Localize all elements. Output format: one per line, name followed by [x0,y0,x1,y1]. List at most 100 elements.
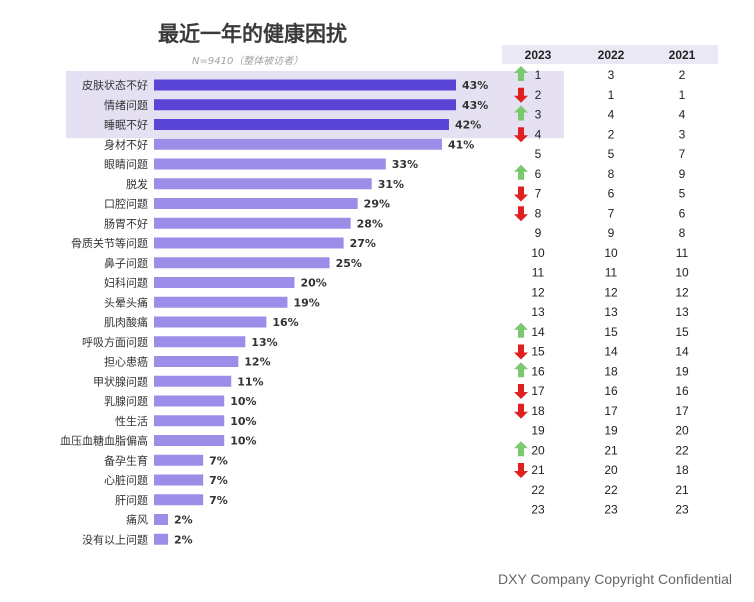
rank-cell: 3 [679,127,686,141]
rank-cell: 22 [531,483,545,497]
rank-cell: 2 [535,88,542,102]
rank-cell: 9 [535,226,542,240]
arrow-down-icon [514,403,528,419]
bar [154,336,246,348]
value-label: 28% [357,217,383,230]
value-label: 41% [448,138,474,151]
arrow-up-icon [514,105,528,121]
category-label: 痛风 [126,513,148,527]
bar [154,533,169,545]
rank-cell: 16 [604,384,618,398]
rank-cell: 7 [535,187,542,201]
value-label: 10% [230,415,256,428]
rank-cell: 15 [531,345,545,359]
category-label: 情绪问题 [104,98,148,112]
rank-cell: 13 [675,305,689,319]
rank-cell: 1 [535,68,542,82]
value-label: 7% [209,454,228,467]
rank-cell: 3 [608,68,615,82]
rank-cell: 20 [675,424,689,438]
value-label: 2% [174,533,193,546]
bar [154,454,204,466]
rank-cell: 6 [608,187,615,201]
arrow-up-icon [514,441,528,457]
category-label: 肌肉酸痛 [104,315,148,329]
rank-header-band [502,45,718,64]
rank-cell: 18 [531,404,545,418]
chart-subtitle: N=9410（整体被访者） [192,56,304,67]
rank-cell: 6 [535,167,542,181]
bar [154,257,330,269]
category-label: 甲状腺问题 [93,374,148,388]
value-label: 33% [392,158,418,171]
bar [154,395,225,407]
value-label: 10% [230,395,256,408]
rank-cell: 23 [604,503,618,517]
rank-cell: 18 [604,364,618,378]
value-label: 16% [272,316,298,329]
arrow-up-icon [514,362,528,378]
category-label: 肠胃不好 [104,216,148,230]
chart-title: 最近一年的健康困扰 [158,22,347,46]
rank-cell: 18 [675,463,689,477]
arrow-down-icon [514,206,528,222]
value-label: 20% [300,277,326,290]
value-label: 43% [462,99,488,112]
category-label: 骨质关节等问题 [71,236,148,250]
rank-cell: 10 [604,246,618,260]
bar [154,415,225,427]
rank-cell: 13 [604,305,618,319]
rank-cell: 8 [679,226,686,240]
rank-cell: 21 [604,443,618,457]
rank-cell: 10 [531,246,545,260]
rank-column-header: 2023 [525,48,552,62]
value-label: 13% [251,336,277,349]
rank-cell: 5 [608,147,615,161]
rank-cell: 16 [675,384,689,398]
bar [154,316,267,328]
arrow-down-icon [514,127,528,143]
rank-cell: 15 [604,325,618,339]
arrow-down-icon [514,87,528,103]
rank-cell: 16 [531,364,545,378]
arrow-up-icon [514,164,528,180]
bar [154,356,239,367]
rank-cell: 11 [676,246,689,260]
rank-cell: 21 [531,463,545,477]
rank-cell: 14 [531,325,545,339]
value-labels: 43% 43% 42% 41% 33% 31% 29% 28% 27% 25% 20% 19% 16% 1… [174,79,488,546]
rank-cell: 11 [605,266,618,280]
category-label: 备孕生育 [104,453,148,467]
rank-column-header: 2022 [598,48,625,62]
bar [154,178,372,190]
category-label: 没有以上问题 [82,532,148,546]
bar [154,237,344,249]
rank-cell: 15 [675,325,689,339]
bar [154,198,358,209]
category-label: 血压血糖血脂偏高 [60,434,148,448]
value-label: 27% [350,237,376,250]
value-label: 7% [209,494,228,507]
bar [154,435,225,446]
rank-cell: 1 [608,88,615,102]
bar [154,217,351,229]
bar [154,119,449,130]
rank-cell: 4 [679,108,686,122]
rank-cell: 14 [675,345,689,359]
bar [154,138,442,150]
value-label: 11% [237,375,263,388]
arrow-up-icon [514,66,528,81]
category-label: 睡眠不好 [104,118,148,132]
category-label: 身材不好 [104,137,148,151]
rank-cell: 17 [604,404,618,418]
bar [154,158,386,170]
rank-cell: 19 [531,424,545,438]
rank-cell: 13 [531,305,545,319]
rank-cell: 22 [604,483,618,497]
category-label: 妇科问题 [104,276,148,290]
rank-column-header: 2021 [669,48,696,62]
copyright-footer: DXY Company Copyright Confidential [498,571,732,587]
rank-cell: 8 [608,167,615,181]
rank-cell: 4 [535,127,542,141]
